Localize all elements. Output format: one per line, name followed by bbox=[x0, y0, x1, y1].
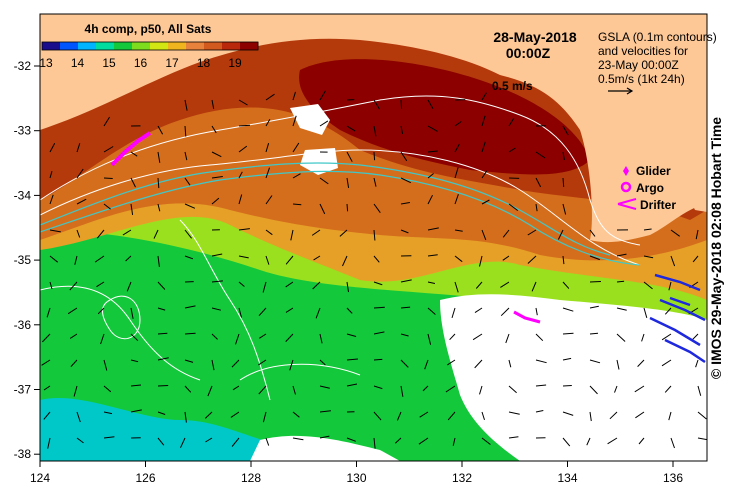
velocity-arrow bbox=[158, 386, 168, 387]
copyright-text: © IMOS 29-May-2018 02:08 Hobart Time bbox=[708, 117, 724, 379]
velocity-arrow bbox=[104, 178, 113, 179]
x-tick-label: 132 bbox=[452, 471, 472, 485]
gsla-line-4: 0.5m/s (1kt 24h) bbox=[598, 72, 685, 86]
colorbar-swatch bbox=[96, 42, 115, 50]
x-tick-label: 134 bbox=[557, 471, 577, 485]
y-tick-label: -34 bbox=[14, 188, 32, 202]
velocity-arrow bbox=[374, 307, 385, 308]
colorbar-tick-label: 15 bbox=[102, 56, 116, 70]
velocity-arrow bbox=[401, 100, 402, 109]
y-axis: -32 -33 -34 -35 -36 -37 -38 bbox=[14, 59, 40, 461]
time-label: 00:00Z bbox=[506, 45, 551, 61]
colorbar-swatch bbox=[42, 42, 61, 50]
velocity-arrow bbox=[563, 386, 572, 387]
legend-title: 4h comp, p50, All Sats bbox=[85, 22, 212, 36]
velocity-arrow bbox=[374, 359, 382, 360]
colorbar-swatch bbox=[222, 42, 241, 50]
colorbar-tick-label: 18 bbox=[197, 56, 211, 70]
velocity-arrow bbox=[590, 282, 601, 283]
gsla-line-2: and velocities for bbox=[598, 44, 688, 58]
x-tick-label: 128 bbox=[241, 471, 261, 485]
colorbar-swatch bbox=[78, 42, 97, 50]
colorbar bbox=[42, 42, 259, 50]
date-label: 28-May-2018 bbox=[493, 29, 576, 45]
y-tick-label: -38 bbox=[14, 447, 32, 461]
x-tick-label: 126 bbox=[135, 471, 155, 485]
y-tick-label: -35 bbox=[14, 253, 32, 267]
velocity-arrow bbox=[590, 333, 598, 334]
colorbar-swatch bbox=[60, 42, 79, 50]
velocity-arrow bbox=[563, 178, 564, 187]
colorbar-swatch bbox=[150, 42, 169, 50]
colorbar-tick-label: 19 bbox=[228, 56, 242, 70]
x-tick-label: 130 bbox=[346, 471, 366, 485]
y-tick-label: -36 bbox=[14, 318, 32, 332]
velocity-arrow bbox=[374, 152, 375, 160]
x-tick-label: 136 bbox=[663, 471, 683, 485]
colorbar-tick-label: 13 bbox=[39, 56, 53, 70]
y-tick-label: -33 bbox=[14, 124, 32, 138]
velocity-arrow bbox=[347, 204, 348, 211]
colorbar-swatch bbox=[240, 42, 259, 50]
colorbar-swatch bbox=[132, 42, 151, 50]
x-axis: 124 126 128 130 132 134 136 bbox=[30, 461, 683, 485]
x-tick-label: 124 bbox=[30, 471, 50, 485]
velocity-arrow bbox=[158, 333, 167, 334]
argo-label: Argo bbox=[636, 181, 664, 195]
velocity-arrow bbox=[293, 204, 301, 205]
gsla-line-3: 23-May 00:00Z bbox=[598, 58, 679, 72]
colorbar-swatch bbox=[168, 42, 187, 50]
y-tick-label: -37 bbox=[14, 383, 32, 397]
drifter-label: Drifter bbox=[640, 198, 676, 212]
colorbar-swatch bbox=[186, 42, 205, 50]
colorbar-tick-label: 17 bbox=[165, 56, 179, 70]
colorbar-swatch bbox=[114, 42, 133, 50]
colorbar-tick-label: 14 bbox=[71, 56, 85, 70]
colorbar-swatch bbox=[204, 42, 223, 50]
glider-label: Glider bbox=[636, 164, 671, 178]
scale-label: 0.5 m/s bbox=[492, 79, 533, 93]
y-tick-label: -32 bbox=[14, 59, 32, 73]
colorbar-tick-label: 16 bbox=[134, 56, 148, 70]
gsla-line-1: GSLA (0.1m contours) bbox=[598, 30, 717, 44]
